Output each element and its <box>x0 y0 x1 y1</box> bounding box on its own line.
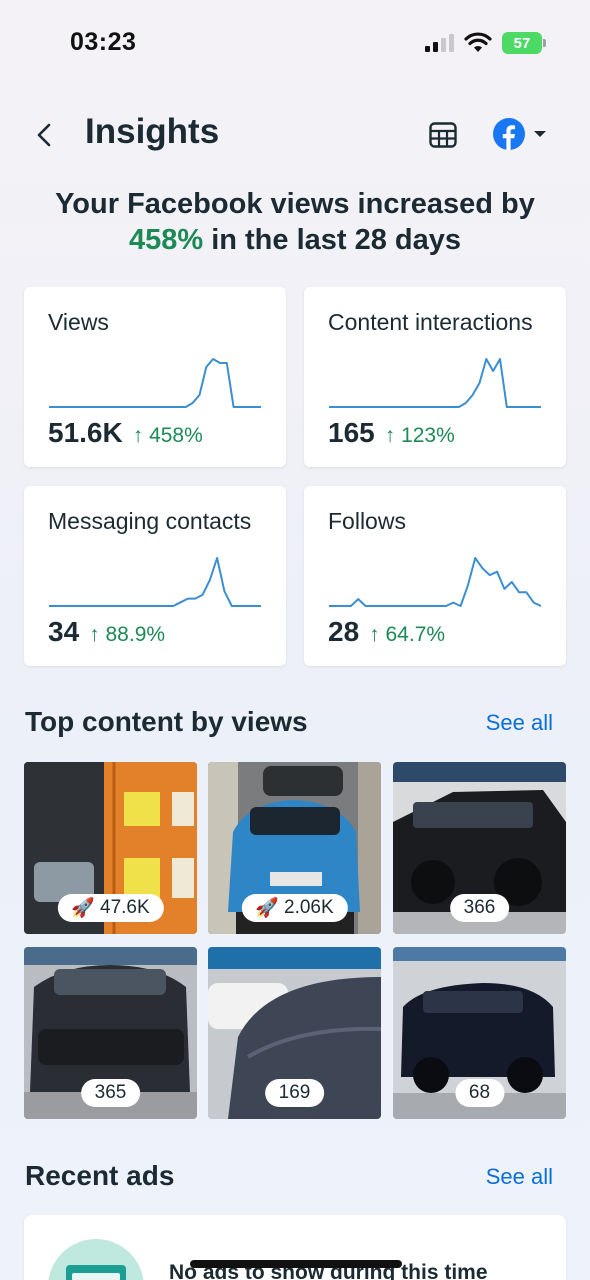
metric-value: 165 <box>328 417 375 448</box>
views-badge: 🚀 2.06K <box>241 894 348 922</box>
arrow-up-icon: ↑ <box>89 623 100 646</box>
views-badge: 365 <box>80 1079 141 1107</box>
metric-title: Messaging contacts <box>48 508 252 534</box>
status-icons: 57 <box>424 32 546 54</box>
views-badge: 68 <box>454 1079 505 1107</box>
headline-prefix: Your Facebook views increased by <box>55 188 535 220</box>
table-view-button[interactable] <box>428 120 458 150</box>
metric-value-row: 34 ↑ 88.9% <box>48 616 165 648</box>
navy-suv-photo <box>393 947 566 1119</box>
headline-percent: 458% <box>128 224 204 256</box>
metric-change-value: 64.7% <box>385 623 446 646</box>
caret-down-icon <box>534 131 546 137</box>
content-thumbnail[interactable]: 🚀 47.6K <box>24 762 197 934</box>
arrow-up-icon: ↑ <box>132 424 144 447</box>
metric-card-views[interactable]: Views 51.6K ↑ 458% <box>24 287 286 467</box>
content-thumbnail[interactable]: 169 <box>208 947 381 1119</box>
black-suv-photo <box>393 762 566 934</box>
views-sparkline <box>49 358 261 408</box>
table-grid-icon <box>429 122 457 148</box>
metric-card-content-interactions[interactable]: Content interactions 165 ↑ 123% <box>304 287 566 467</box>
content-thumbnail[interactable]: 366 <box>393 762 566 934</box>
top-content-title: Top content by views <box>25 706 308 737</box>
rocket-icon: 🚀 <box>255 898 280 919</box>
metric-change-value: 123% <box>401 424 455 447</box>
metric-change: ↑ 88.9% <box>89 623 165 647</box>
wifi-icon <box>464 32 492 52</box>
sparkline-series <box>329 557 542 607</box>
headline-line-two: 458% in the last 28 days <box>0 222 590 258</box>
messaging-contacts-sparkline <box>49 557 261 607</box>
dark-car-hood-photo <box>208 947 381 1119</box>
metric-card-messaging-contacts[interactable]: Messaging contacts 34 ↑ 88.9% <box>24 486 286 666</box>
metric-value: 34 <box>48 616 80 647</box>
metric-value: 51.6K <box>48 417 123 448</box>
app-header: Insights <box>0 108 590 162</box>
rocket-icon: 🚀 <box>71 898 96 919</box>
views-badge: 169 <box>264 1079 325 1107</box>
battery-icon: 57 <box>502 32 546 54</box>
page-title: Insights <box>85 112 220 151</box>
headline-suffix: in the last 28 days <box>203 224 462 256</box>
recent-ads-see-all-link[interactable]: See all <box>485 1164 553 1189</box>
metric-change-value: 458% <box>149 424 203 447</box>
recent-ads-title: Recent ads <box>25 1160 175 1191</box>
metric-change: ↑ 123% <box>385 424 455 448</box>
recent-ads-card: No ads to show during this time <box>24 1215 566 1280</box>
status-bar: 03:23 57 <box>0 0 590 88</box>
metric-title: Content interactions <box>328 309 533 335</box>
battery-level: 57 <box>513 34 531 52</box>
facebook-logo-icon <box>493 118 525 150</box>
content-thumbnail[interactable]: 🚀 2.06K <box>208 762 381 934</box>
views-count: 366 <box>463 897 496 918</box>
views-count: 169 <box>278 1082 311 1103</box>
metric-value: 28 <box>328 616 360 647</box>
cellular-signal-icon <box>425 34 454 52</box>
views-count: 68 <box>468 1082 491 1103</box>
views-count: 2.06K <box>284 897 334 918</box>
empty-ads-illustration <box>48 1239 144 1280</box>
metric-title: Views <box>48 309 109 335</box>
arrow-up-icon: ↑ <box>384 424 396 447</box>
status-time: 03:23 <box>70 28 137 56</box>
views-badge: 🚀 47.6K <box>57 894 164 922</box>
content-thumbnail[interactable]: 68 <box>393 947 566 1119</box>
top-content-see-all-link[interactable]: See all <box>485 710 553 735</box>
home-indicator[interactable] <box>190 1260 402 1268</box>
insights-headline: Your Facebook views increased by 458% in… <box>0 186 590 258</box>
metric-card-follows[interactable]: Follows 28 ↑ 64.7% <box>304 486 566 666</box>
sparkline-series <box>49 557 261 607</box>
views-badge: 366 <box>449 894 510 922</box>
follows-sparkline <box>329 557 542 607</box>
metric-change: ↑ 64.7% <box>369 623 445 647</box>
metric-value-row: 51.6K ↑ 458% <box>48 417 203 449</box>
sparkline-series <box>49 358 261 408</box>
back-button[interactable] <box>30 120 60 150</box>
metric-value-row: 165 ↑ 123% <box>328 417 455 449</box>
metric-change: ↑ 458% <box>133 424 203 448</box>
chevron-left-icon <box>37 123 51 147</box>
views-count: 365 <box>94 1082 127 1103</box>
account-switcher[interactable] <box>493 118 547 150</box>
content-thumbnail[interactable]: 365 <box>24 947 197 1119</box>
metric-value-row: 28 ↑ 64.7% <box>328 616 445 648</box>
content-interactions-sparkline <box>329 358 541 408</box>
sparkline-series <box>329 358 541 408</box>
metric-change-value: 88.9% <box>105 623 166 646</box>
metric-title: Follows <box>328 508 406 534</box>
arrow-up-icon: ↑ <box>369 623 380 646</box>
views-count: 47.6K <box>100 897 150 918</box>
